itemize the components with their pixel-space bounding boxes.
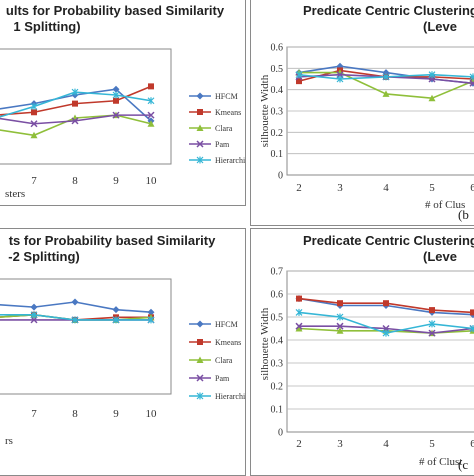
- plot-area: [0, 49, 171, 164]
- data-point: [197, 93, 204, 100]
- y-tick-label: 0.7: [271, 267, 284, 278]
- legend-entry: Hierarchical: [189, 392, 246, 401]
- legend-label: Pam: [215, 140, 230, 149]
- data-point: [197, 321, 204, 328]
- y-tick-label: 0.1: [271, 405, 284, 416]
- data-point: [429, 307, 435, 313]
- legend-label: Hierarchical: [215, 392, 246, 401]
- chart-panel-top-right: Predicate Centric Clustering Res (Leve 0…: [250, 0, 474, 226]
- x-tick-label: 4: [383, 182, 389, 194]
- legend-entry: HFCM: [189, 320, 238, 329]
- data-point: [113, 98, 119, 104]
- legend-entry: Kmeans: [189, 338, 241, 347]
- subfigure-label-c: (c: [458, 457, 468, 473]
- x-tick-label: 10: [146, 175, 158, 187]
- legend-entry: HFCM: [189, 92, 238, 101]
- legend-label: Kmeans: [215, 338, 241, 347]
- chart-panel-bottom-left: ts for Probability based Similarity -2 S…: [0, 228, 246, 476]
- data-point: [148, 83, 154, 89]
- legend-label: Hierarchical: [215, 156, 246, 165]
- x-tick-label: 5: [429, 438, 435, 450]
- legend-label: Clara: [215, 124, 233, 133]
- line-chart: 7 8 9 10 rs HFCM Kmeans Clara Pam Hierarchical: [0, 229, 246, 476]
- y-tick-label: 0.4: [271, 336, 284, 347]
- data-point: [383, 300, 389, 306]
- data-point: [197, 339, 203, 345]
- legend-label: Kmeans: [215, 108, 241, 117]
- data-point: [72, 299, 79, 306]
- y-axis-label: silhouette Width: [259, 74, 271, 147]
- subfigure-label-b: (b: [458, 207, 469, 223]
- x-tick-label: 2: [296, 438, 302, 450]
- data-point: [470, 309, 474, 315]
- y-tick-label: 0: [278, 171, 283, 182]
- line-chart: 00.10.20.30.40.50.623456# of Clussilhoue…: [251, 0, 474, 226]
- y-tick-label: 0: [278, 428, 283, 439]
- x-tick-label: 3: [337, 182, 343, 194]
- y-tick-label: 0.3: [271, 359, 284, 370]
- y-tick-label: 0.3: [271, 107, 284, 118]
- legend-entry: Kmeans: [189, 108, 241, 117]
- x-tick-label: 8: [72, 408, 78, 420]
- data-point: [197, 109, 203, 115]
- x-axis-label: rs: [5, 435, 13, 447]
- y-tick-label: 0.6: [271, 43, 284, 54]
- plot-area: [287, 271, 474, 432]
- x-tick-label: 7: [31, 175, 37, 187]
- series-line: [0, 299, 155, 316]
- line-chart: 0 0.1 0.2 0.3 0.4 0.5 0.6 0.7 2 3 4 5 6 # of Clust sil…: [251, 229, 474, 476]
- data-point: [337, 300, 343, 306]
- y-axis-label: silhouette Width: [259, 307, 271, 380]
- data-point: [72, 101, 78, 107]
- legend-label: HFCM: [215, 320, 238, 329]
- data-point: [113, 306, 120, 313]
- data-point: [296, 296, 302, 302]
- line-chart: 7 8 9 10 sters HFCM Kmeans Clara Pam Hierarchical: [0, 0, 246, 206]
- plot-area: [0, 279, 171, 394]
- x-tick-label: 6: [470, 438, 474, 450]
- x-tick-label: 7: [31, 408, 37, 420]
- x-tick-label: 10: [146, 408, 158, 420]
- x-tick-label: 9: [113, 175, 119, 187]
- y-tick-label: 0.2: [271, 382, 284, 393]
- x-tick-label: 2: [296, 182, 302, 194]
- y-tick-label: 0.5: [271, 313, 284, 324]
- y-tick-label: 0.1: [271, 149, 284, 160]
- chart-panel-bottom-right: Predicate Centric Clustering Res (Leve 0…: [250, 228, 474, 476]
- x-axis-label: sters: [5, 188, 25, 200]
- x-tick-label: 4: [383, 438, 389, 450]
- legend-label: Pam: [215, 374, 230, 383]
- chart-panel-top-left: ults for Probability based Similarity 1 …: [0, 0, 246, 206]
- y-tick-label: 0.2: [271, 128, 284, 139]
- x-tick-label: 5: [429, 182, 435, 194]
- x-tick-label: 6: [470, 182, 474, 194]
- legend-label: HFCM: [215, 92, 238, 101]
- x-tick-label: 9: [113, 408, 119, 420]
- y-tick-label: 0.6: [271, 290, 284, 301]
- legend-entry: Pam: [189, 140, 230, 149]
- data-point: [31, 109, 37, 115]
- y-tick-label: 0.4: [271, 85, 284, 96]
- legend-entry: Clara: [189, 356, 233, 365]
- x-tick-label: 8: [72, 175, 78, 187]
- series-line: [0, 83, 154, 118]
- legend-label: Clara: [215, 356, 233, 365]
- x-tick-label: 3: [337, 438, 343, 450]
- legend-entry: Pam: [189, 374, 230, 383]
- legend-entry: Hierarchical: [189, 156, 246, 165]
- x-axis-label: # of Clust: [419, 456, 462, 468]
- y-tick-label: 0.5: [271, 64, 284, 75]
- legend-entry: Clara: [189, 124, 233, 133]
- data-point: [31, 304, 38, 311]
